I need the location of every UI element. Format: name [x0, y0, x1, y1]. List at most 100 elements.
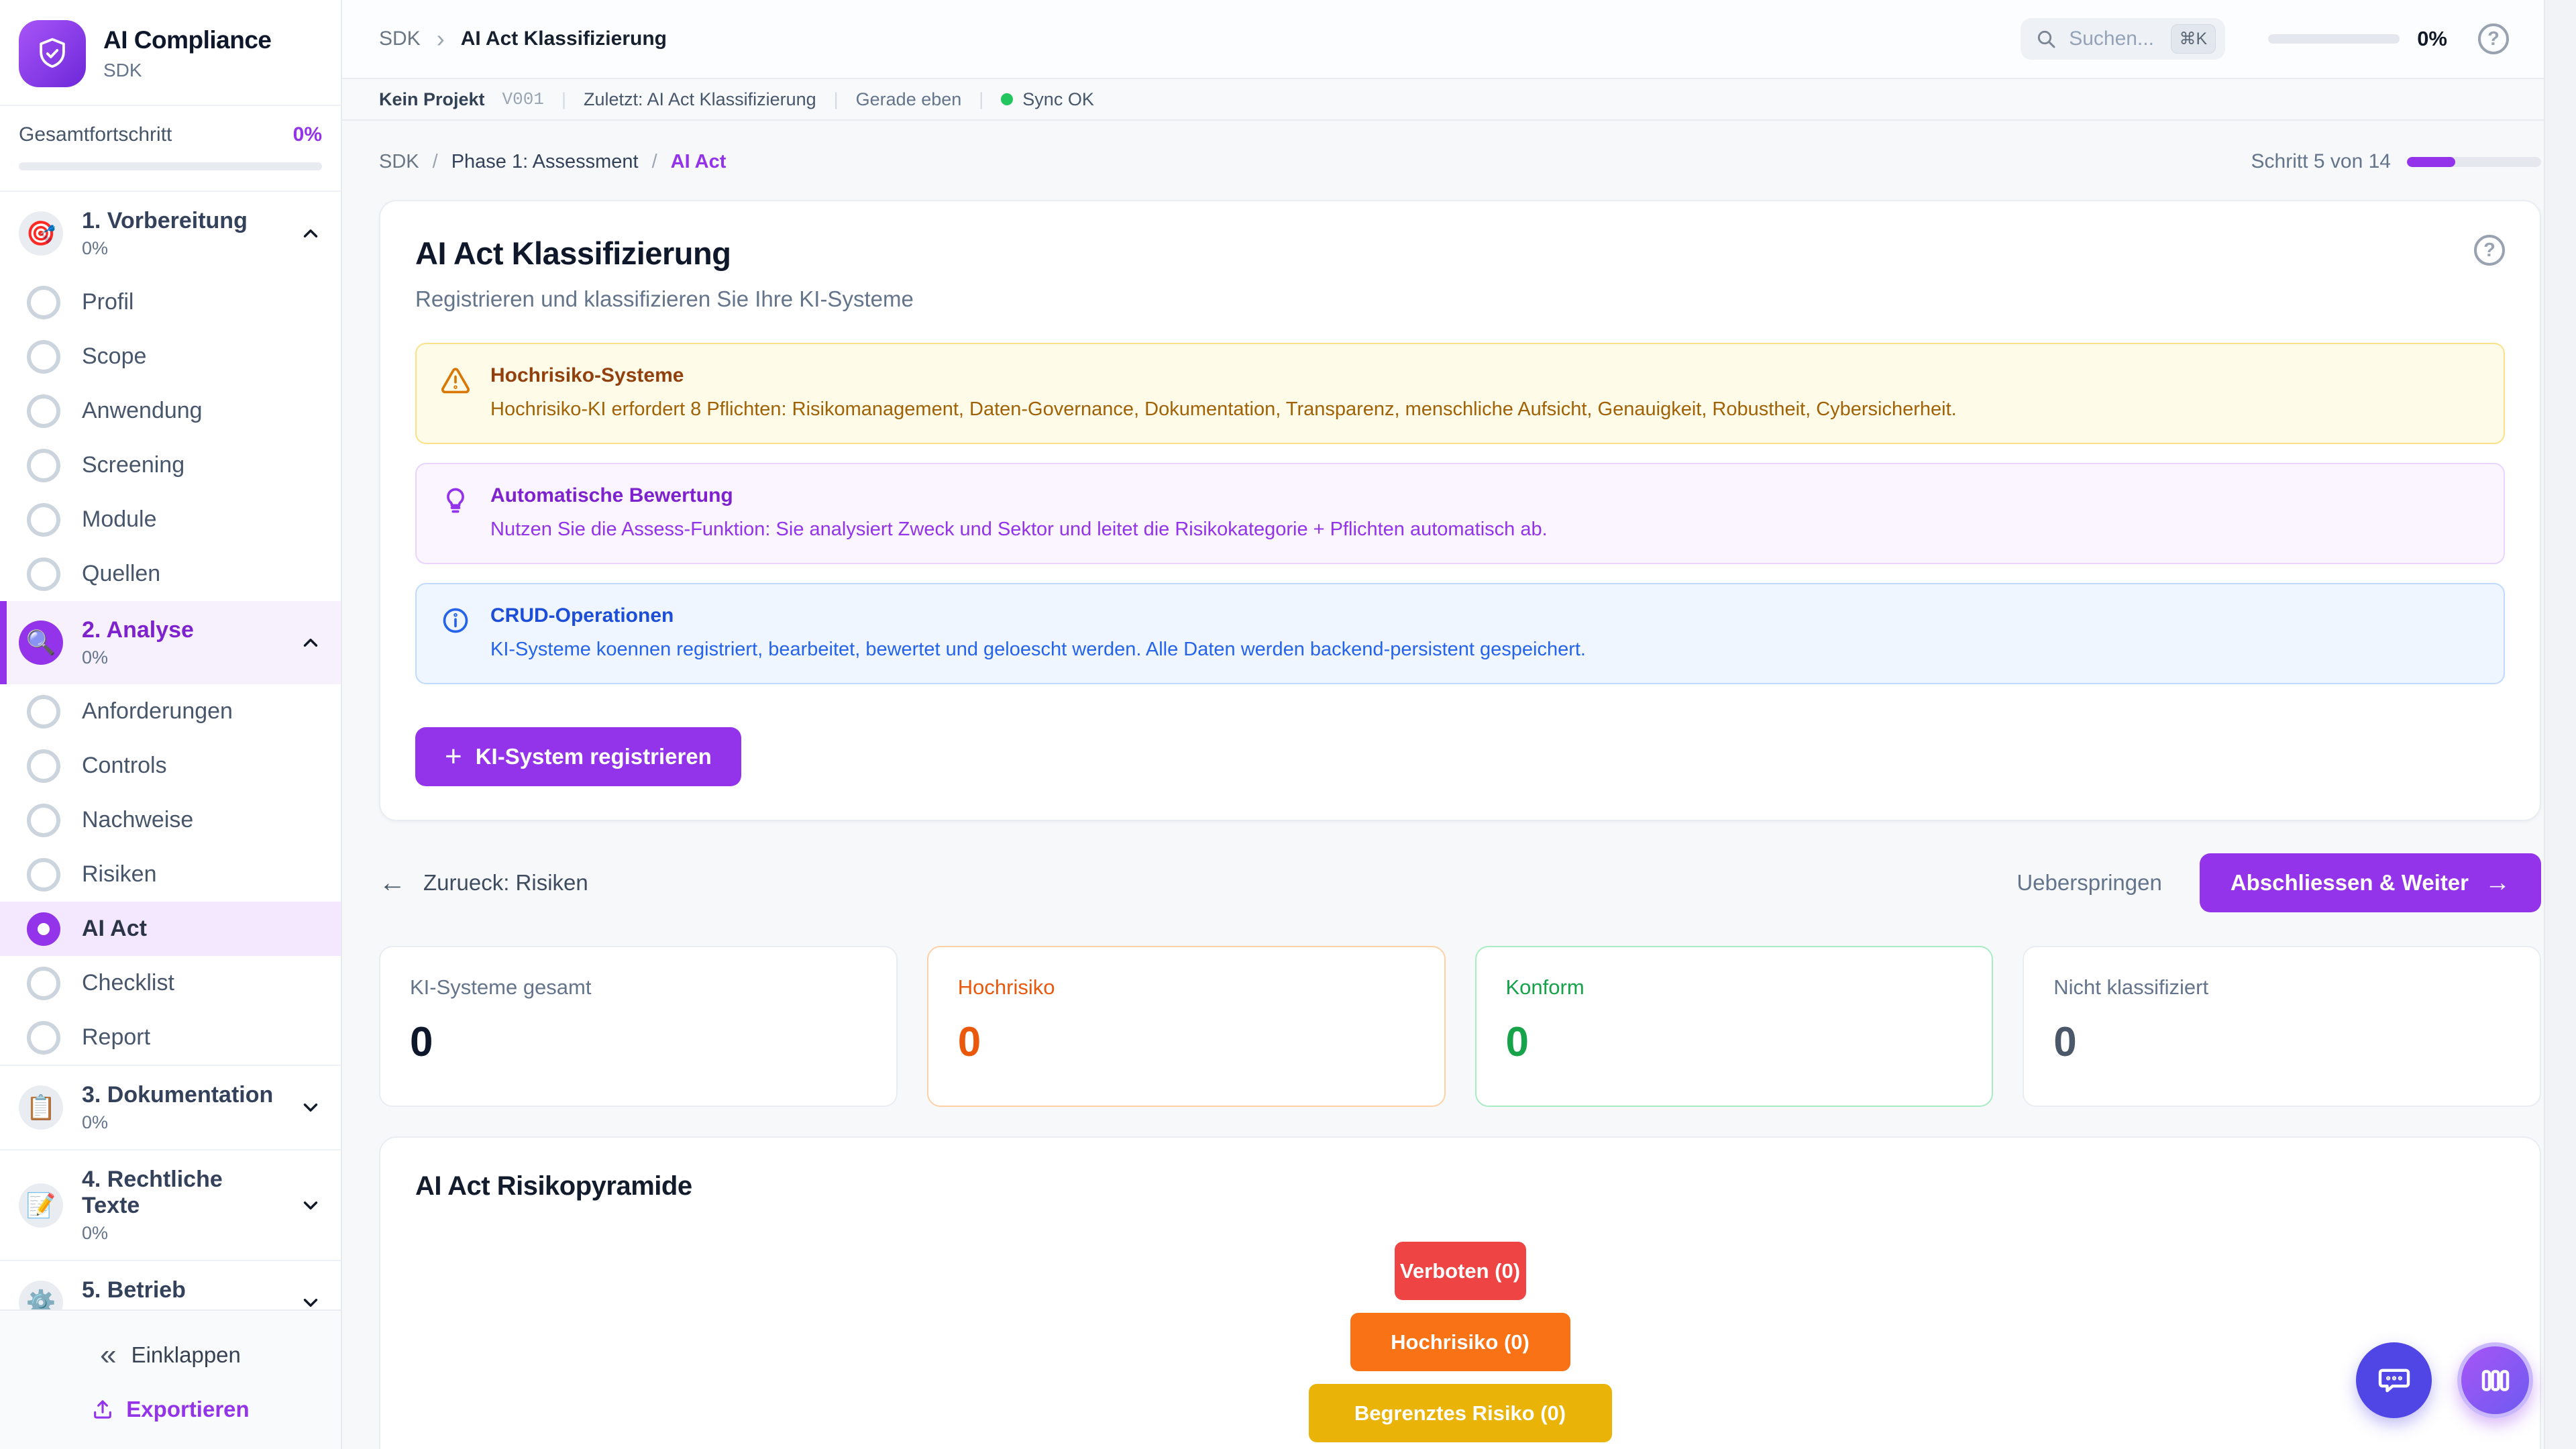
search-icon	[2035, 28, 2057, 50]
divider: |	[833, 89, 839, 109]
plus-icon: +	[445, 740, 462, 773]
sidebar-item-screening[interactable]: Screening	[0, 438, 341, 492]
stat-label: Konform	[1505, 975, 1585, 1000]
sidebar-item-anforderungen[interactable]: Anforderungen	[0, 684, 341, 739]
section-pct: 0%	[82, 1307, 186, 1309]
main-area: SDK › AI Act Klassifizierung Suchen... ⌘…	[342, 0, 2576, 1449]
item-label: AI Act	[82, 916, 147, 941]
stat-hochrisiko: Hochrisiko 0	[926, 946, 1446, 1108]
radio-icon	[27, 749, 60, 783]
sidebar-item-risiken[interactable]: Risiken	[0, 847, 341, 902]
project-name: Kein Projekt	[379, 89, 485, 109]
item-label: Scope	[82, 343, 147, 369]
section-label: 3. Dokumentation	[82, 1082, 274, 1108]
page-breadcrumb-phase[interactable]: Phase 1: Assessment	[451, 150, 639, 172]
search-shortcut-badge: ⌘K	[2170, 24, 2216, 54]
page-breadcrumb-root[interactable]: SDK	[379, 150, 419, 172]
stat-ki-systeme-gesamt: KI-Systeme gesamt 0	[379, 946, 898, 1108]
columns-fab-button[interactable]	[2457, 1342, 2533, 1418]
sidebar-item-checklist[interactable]: Checklist	[0, 956, 341, 1010]
sidebar-item-quellen[interactable]: Quellen	[0, 547, 341, 601]
collapse-sidebar-button[interactable]: « Einklappen	[100, 1340, 241, 1370]
chevron-right-icon: ›	[436, 25, 445, 52]
export-button[interactable]: Exportieren	[91, 1397, 250, 1422]
risk-pyramid-card: AI Act Risikopyramide Verboten (0) Hochr…	[379, 1136, 2541, 1449]
chat-fab-button[interactable]	[2356, 1342, 2432, 1418]
upload-icon	[91, 1398, 114, 1421]
section-pct: 0%	[82, 238, 109, 258]
chevron-up-icon	[299, 631, 322, 654]
export-label: Exportieren	[126, 1397, 250, 1421]
section-pct: 0%	[82, 647, 109, 667]
item-label: Module	[82, 506, 157, 532]
skip-button[interactable]: Ueberspringen	[2017, 870, 2162, 896]
version-badge: V001	[502, 89, 544, 109]
alert-crud-operationen: CRUD-Operationen KI-Systeme koennen regi…	[415, 583, 2505, 685]
slash: /	[651, 150, 657, 172]
overall-progress: Gesamtfortschritt 0%	[0, 105, 341, 191]
last-saved-time: Gerade eben	[855, 89, 962, 109]
card-help-icon[interactable]: ?	[2474, 235, 2505, 266]
app-subtitle: SDK	[103, 60, 142, 80]
stat-value: 0	[410, 1019, 433, 1066]
radio-selected-icon	[27, 912, 60, 946]
sync-label: Sync OK	[1022, 89, 1094, 109]
item-label: Quellen	[82, 561, 161, 586]
sidebar-item-scope[interactable]: Scope	[0, 329, 341, 384]
sidebar-section-analyse[interactable]: 🔍 2. Analyse 0%	[0, 601, 341, 684]
slash: /	[432, 150, 438, 172]
alert-title: CRUD-Operationen	[490, 604, 674, 627]
radio-icon	[27, 857, 60, 892]
columns-icon	[2477, 1362, 2514, 1399]
step-progress-track	[2407, 156, 2541, 167]
radio-icon	[27, 339, 60, 374]
item-label: Controls	[82, 753, 167, 778]
breadcrumb: SDK › AI Act Klassifizierung	[379, 27, 667, 51]
pyramid-bar-begrenztes-risiko: Begrenztes Risiko (0)	[1308, 1384, 1612, 1443]
target-icon: 🎯	[19, 211, 63, 256]
collapse-label: Einklappen	[131, 1342, 241, 1367]
lightbulb-icon	[441, 484, 473, 543]
register-ki-system-button[interactable]: + KI-System registrieren	[415, 727, 741, 787]
clipboard-icon: 📋	[19, 1085, 63, 1130]
sidebar-item-nachweise[interactable]: Nachweise	[0, 793, 341, 847]
risk-pyramid: Verboten (0) Hochrisiko (0) Begrenztes R…	[415, 1242, 2505, 1449]
header-progress: 0%	[2268, 27, 2447, 51]
back-button[interactable]: ← Zurueck: Risiken	[379, 868, 588, 898]
sidebar-item-report[interactable]: Report	[0, 1010, 341, 1065]
section-label: 5. Betrieb	[82, 1277, 186, 1303]
sidebar-section-dokumentation[interactable]: 📋 3. Dokumentation 0%	[0, 1065, 341, 1149]
sidebar-section-betrieb[interactable]: ⚙️ 5. Betrieb 0%	[0, 1260, 341, 1309]
radio-icon	[27, 1020, 60, 1055]
pyramid-title: AI Act Risikopyramide	[415, 1171, 692, 1201]
radio-icon	[27, 966, 60, 1000]
breadcrumb-root[interactable]: SDK	[379, 28, 421, 50]
sidebar-item-profil[interactable]: Profil	[0, 275, 341, 329]
next-label: Abschliessen & Weiter	[2230, 870, 2469, 896]
app-title: AI Compliance	[103, 26, 272, 54]
sidebar-item-controls[interactable]: Controls	[0, 739, 341, 793]
scrollbar-gutter[interactable]	[2544, 0, 2576, 1449]
sidebar-item-anwendung[interactable]: Anwendung	[0, 384, 341, 438]
gear-icon: ⚙️	[19, 1281, 63, 1309]
radio-icon	[27, 394, 60, 428]
stat-value: 0	[2053, 1019, 2077, 1066]
page-content: SDK / Phase 1: Assessment / AI Act Schri…	[342, 121, 2576, 1449]
sidebar-section-vorbereitung[interactable]: 🎯 1. Vorbereitung 0%	[0, 192, 341, 275]
search-input[interactable]: Suchen... ⌘K	[2021, 18, 2226, 60]
help-icon[interactable]: ?	[2478, 23, 2509, 54]
alert-automatische-bewertung: Automatische Bewertung Nutzen Sie die As…	[415, 463, 2505, 565]
radio-icon	[27, 448, 60, 482]
section-pct: 0%	[82, 1223, 109, 1243]
finish-next-button[interactable]: Abschliessen & Weiter →	[2199, 853, 2541, 913]
radio-icon	[27, 285, 60, 319]
alert-hochrisiko: Hochrisiko-Systeme Hochrisiko-KI erforde…	[415, 343, 2505, 445]
sidebar-section-rechtliche-texte[interactable]: 📝 4. Rechtliche Texte 0%	[0, 1149, 341, 1260]
alert-body: KI-Systeme koennen registriert, bearbeit…	[490, 639, 1586, 661]
stat-nicht-klassifiziert: Nicht klassifiziert 0	[2023, 946, 2541, 1108]
sidebar-item-module[interactable]: Module	[0, 492, 341, 547]
warning-triangle-icon	[441, 364, 473, 423]
sidebar-item-ai-act[interactable]: AI Act	[0, 902, 341, 956]
radio-icon	[27, 803, 60, 837]
header-progress-value: 0%	[2417, 27, 2447, 50]
